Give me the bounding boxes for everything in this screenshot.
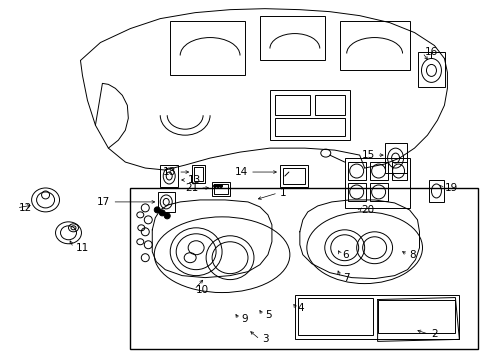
Bar <box>212 182 229 196</box>
Text: 9: 9 <box>241 314 247 324</box>
Text: 19: 19 <box>444 183 457 193</box>
Bar <box>391 162 406 180</box>
Bar <box>158 192 175 212</box>
Bar <box>369 162 387 180</box>
Text: 15: 15 <box>361 150 374 160</box>
Text: 16: 16 <box>424 48 437 58</box>
Text: 20: 20 <box>361 205 374 215</box>
Bar <box>344 158 408 208</box>
Bar <box>347 183 365 201</box>
Text: 1: 1 <box>279 188 286 198</box>
Text: 11: 11 <box>75 243 88 253</box>
Bar <box>417 53 445 87</box>
Bar <box>369 183 387 201</box>
Text: 13: 13 <box>188 175 201 185</box>
Bar <box>294 294 458 339</box>
Bar <box>274 95 309 115</box>
Text: 21: 21 <box>184 183 198 193</box>
Ellipse shape <box>159 210 165 216</box>
Text: 7: 7 <box>342 273 348 283</box>
Bar <box>314 95 344 115</box>
Text: 4: 4 <box>297 302 304 312</box>
Text: 5: 5 <box>264 310 271 320</box>
Bar <box>339 21 408 71</box>
Bar <box>297 298 372 336</box>
Bar <box>377 300 454 333</box>
Bar <box>283 168 304 184</box>
Ellipse shape <box>216 184 219 188</box>
Text: 6: 6 <box>342 250 348 260</box>
Bar <box>130 188 477 349</box>
Text: 2: 2 <box>430 329 437 339</box>
Text: 12: 12 <box>19 203 32 213</box>
Bar <box>260 15 324 60</box>
Bar <box>279 165 307 187</box>
Text: 18: 18 <box>163 167 176 177</box>
Bar <box>347 162 365 180</box>
Text: 8: 8 <box>408 250 415 260</box>
Text: 17: 17 <box>97 197 110 207</box>
Bar <box>160 165 178 187</box>
Bar <box>274 118 344 136</box>
Bar <box>384 143 406 173</box>
Bar <box>269 90 349 140</box>
Ellipse shape <box>213 184 216 188</box>
Text: 10: 10 <box>196 284 209 294</box>
Bar <box>194 167 203 181</box>
Text: 3: 3 <box>262 334 268 345</box>
Bar <box>428 180 444 202</box>
Bar <box>170 21 244 75</box>
Ellipse shape <box>154 207 160 213</box>
Ellipse shape <box>164 213 170 219</box>
Ellipse shape <box>219 184 222 188</box>
Text: 14: 14 <box>234 167 247 177</box>
Bar <box>214 184 227 194</box>
Bar <box>192 165 204 183</box>
